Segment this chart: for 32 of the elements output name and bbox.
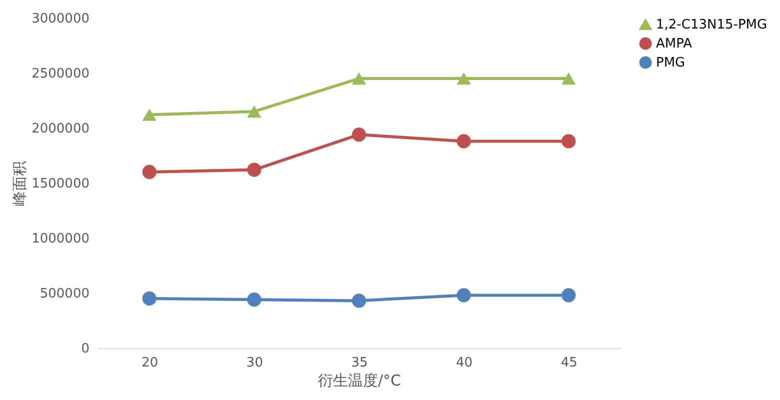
point — [456, 288, 471, 302]
point — [142, 164, 156, 180]
point — [247, 105, 262, 118]
x-tick-label: 40 — [456, 356, 473, 370]
point — [247, 292, 262, 307]
y-tick-label: 1500000 — [32, 176, 90, 192]
point — [142, 108, 156, 121]
legend-label: 1,2-C13N15-PMG — [656, 18, 768, 32]
x-axis-title: 衍生温度/°C — [318, 372, 402, 390]
x-tick-label: 20 — [142, 356, 158, 370]
y-axis-title: 峰面积 — [10, 161, 29, 206]
y-tick-label: 3000000 — [32, 12, 90, 26]
x-tick-label: 30 — [246, 356, 263, 370]
legend-label: PMG — [656, 56, 686, 70]
legend-label: AMPA — [656, 36, 692, 52]
point — [562, 288, 576, 302]
x-tick-label: 45 — [560, 356, 578, 370]
point — [352, 72, 366, 85]
y-tick-label: 2500000 — [32, 66, 90, 82]
point — [247, 162, 262, 177]
point — [562, 72, 576, 85]
point — [352, 294, 366, 308]
x-tick-label: 35 — [351, 356, 368, 370]
y-tick-label: 500000 — [40, 286, 90, 302]
point — [352, 128, 366, 142]
point — [456, 134, 471, 148]
point — [142, 291, 156, 306]
y-tick-label: 0 — [81, 342, 90, 356]
y-tick-label: 2000000 — [32, 122, 90, 136]
y-tick-label: 1000000 — [32, 232, 90, 246]
point — [562, 134, 576, 148]
point — [456, 72, 471, 85]
